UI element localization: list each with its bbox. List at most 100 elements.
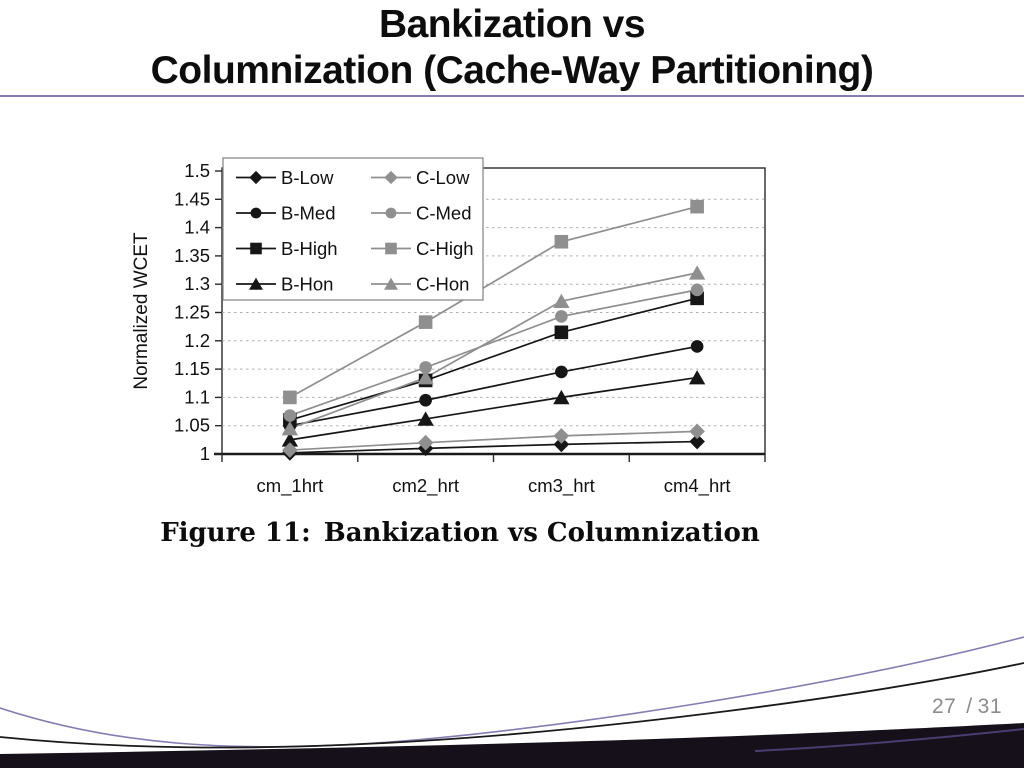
circle-marker xyxy=(419,361,432,374)
triangle-marker xyxy=(249,277,263,290)
square-marker xyxy=(385,242,397,255)
page-total: 31 xyxy=(977,695,1002,718)
legend-label: B-Med xyxy=(281,203,336,224)
x-category-label: cm2_hrt xyxy=(392,475,459,497)
y-tick-label: 1.5 xyxy=(184,160,210,181)
page-separator: / xyxy=(966,695,973,718)
square-marker xyxy=(554,325,569,340)
page-number: 27 /31 xyxy=(932,695,1002,719)
triangle-marker xyxy=(384,277,398,290)
x-axis-ticks: cm_1hrt cm2_hrt cm3_hrt cm4_hrt xyxy=(221,454,766,497)
legend-item-C-High: C-High xyxy=(371,238,474,259)
triangle-marker xyxy=(417,370,434,385)
series-line-B-High xyxy=(289,297,698,421)
square-marker xyxy=(283,390,297,405)
x-category-label: cm_1hrt xyxy=(256,475,323,497)
slide-title: Bankization vs Columnization (Cache-Way … xyxy=(0,2,1024,94)
legend-label: B-Low xyxy=(281,167,334,188)
circle-marker xyxy=(283,409,297,422)
y-tick-label: 1.15 xyxy=(174,358,210,379)
series-markers-C-Med xyxy=(283,283,704,422)
y-tick-label: 1.45 xyxy=(174,188,210,209)
y-axis-title: Normalized WCET xyxy=(131,232,152,390)
x-category-label: cm4_hrt xyxy=(664,475,731,497)
swoosh-inner-purple-curve xyxy=(754,728,1024,752)
y-tick-label: 1.35 xyxy=(174,245,210,266)
triangle-marker xyxy=(417,411,434,426)
legend-label: C-Hon xyxy=(416,274,469,295)
figure-caption-text: Bankization vs Columnization xyxy=(323,518,760,548)
slide-title-line2: Columnization (Cache-Way Partitioning) xyxy=(150,49,874,92)
circle-marker xyxy=(555,310,568,323)
chart-legend: B-Low C-Low B-Med C-Med B-High C-High B-Hon C-H… xyxy=(222,157,484,301)
series-line-C-High xyxy=(289,205,698,399)
legend-item-B-Low: B-Low xyxy=(236,167,334,188)
wcet-line-chart: 1 1.05 1.1 1.15 1.2 1.25 1.3 1.35 1.4 1.45 1.5 cm_1… xyxy=(130,130,790,510)
legend-item-C-Hon: C-Hon xyxy=(371,274,469,295)
legend-label: C-Med xyxy=(416,203,472,224)
square-marker xyxy=(418,315,433,329)
square-marker xyxy=(250,242,262,255)
series-markers xyxy=(281,199,706,461)
diamond-marker xyxy=(384,170,398,185)
series-line-B-Low xyxy=(289,440,698,454)
series-line-C-Med xyxy=(289,289,698,417)
y-tick-label: 1.3 xyxy=(184,273,210,294)
diamond-marker xyxy=(553,436,570,453)
series-markers-C-High xyxy=(283,199,704,405)
diamond-marker xyxy=(417,434,434,451)
legend-item-C-Med: C-Med xyxy=(371,203,472,224)
series-lines xyxy=(289,205,698,454)
y-axis-ticks: 1 1.05 1.1 1.15 1.2 1.25 1.3 1.35 1.4 1.45 1.5 xyxy=(174,160,222,464)
triangle-marker xyxy=(553,389,570,405)
page-current: 27 xyxy=(931,695,957,718)
chart-canvas: 1 1.05 1.1 1.15 1.2 1.25 1.3 1.35 1.4 1.45 1.5 cm_1… xyxy=(131,157,766,497)
triangle-marker xyxy=(553,293,570,308)
y-tick-label: 1.05 xyxy=(174,415,210,436)
circle-marker xyxy=(690,283,704,297)
swoosh-purple-curve xyxy=(0,636,1024,748)
figure-caption-label: Figure 11: xyxy=(160,518,311,548)
series-markers-B-Med xyxy=(283,340,704,433)
legend-box xyxy=(222,157,484,301)
series-line-C-Low xyxy=(289,430,698,451)
circle-marker xyxy=(690,340,704,353)
series-markers-B-Hon xyxy=(281,370,706,447)
legend-label: C-Low xyxy=(416,167,470,188)
slide-title-line1: Bankization vs xyxy=(378,3,646,46)
circle-marker xyxy=(555,365,568,379)
series-line-B-Hon xyxy=(289,376,698,441)
triangle-marker xyxy=(688,370,706,385)
title-underline-rule xyxy=(0,95,1024,97)
y-tick-label: 1.1 xyxy=(184,386,210,407)
square-marker xyxy=(554,234,569,249)
swoosh-black-curve xyxy=(0,662,1024,749)
series-markers-C-Low xyxy=(282,423,705,458)
x-category-label: cm3_hrt xyxy=(528,475,595,497)
series-line-C-Hon xyxy=(289,272,698,430)
legend-item-C-Low: C-Low xyxy=(371,167,470,188)
circle-marker xyxy=(250,207,262,219)
y-tick-label: 1.25 xyxy=(174,302,210,323)
diamond-marker xyxy=(689,423,705,440)
legend-label: B-Hon xyxy=(281,274,333,295)
legend-item-B-Hon: B-Hon xyxy=(236,274,333,295)
legend-item-B-Med: B-Med xyxy=(236,203,336,224)
legend-item-B-High: B-High xyxy=(236,238,338,259)
y-tick-label: 1.4 xyxy=(184,217,210,238)
series-line-B-Med xyxy=(289,345,698,427)
triangle-marker xyxy=(688,265,706,280)
triangle-marker xyxy=(281,432,299,447)
y-tick-label: 1 xyxy=(200,443,210,464)
circle-marker xyxy=(419,393,432,407)
y-tick-label: 1.2 xyxy=(184,330,210,351)
bottom-swoosh-decoration xyxy=(0,636,1024,768)
diamond-marker xyxy=(689,433,705,450)
square-marker xyxy=(690,199,704,214)
swoosh-black-band xyxy=(0,723,1024,768)
figure-caption: Figure 11: Bankization vs Columnization xyxy=(130,518,790,548)
legend-label: C-High xyxy=(416,238,474,259)
legend-label: B-High xyxy=(281,238,338,259)
series-markers-C-Hon xyxy=(281,265,706,436)
circle-marker xyxy=(385,207,397,219)
